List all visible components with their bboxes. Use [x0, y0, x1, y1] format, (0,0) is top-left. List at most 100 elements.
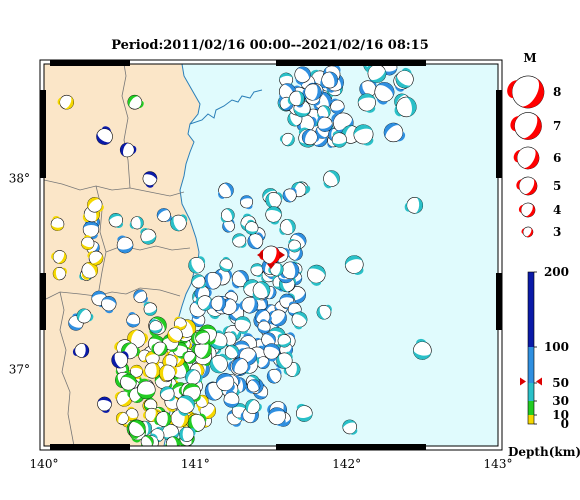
focal-mechanism	[357, 93, 376, 113]
frame-bar-bottom	[276, 444, 426, 450]
focal-mechanism	[231, 270, 249, 289]
focal-mechanism	[182, 350, 197, 364]
focal-mechanism	[276, 351, 293, 369]
highlight-arrow-icon	[279, 251, 285, 259]
focal-mechanism	[320, 71, 339, 89]
depth-tick-label: 10	[552, 408, 569, 422]
focal-mechanism	[245, 399, 262, 414]
focal-mechanism	[216, 373, 235, 392]
focal-mechanism	[394, 96, 417, 118]
focal-mechanism	[119, 142, 137, 158]
depth-tick-label: 100	[544, 340, 569, 354]
focal-mechanism	[263, 343, 280, 362]
magnitude-legend-ball	[510, 112, 542, 140]
focal-mechanism	[128, 419, 146, 439]
focal-mechanism	[234, 316, 251, 335]
focal-mechanism	[316, 304, 332, 320]
lon-tick-label: 140°	[30, 457, 59, 471]
frame-bar-top	[50, 60, 130, 66]
frame-bar-left	[40, 273, 46, 330]
focal-mechanism	[140, 227, 157, 245]
focal-mechanism	[266, 368, 282, 384]
focal-mechanism	[366, 64, 387, 83]
focal-mechanism	[219, 256, 233, 272]
focal-mechanism	[50, 216, 65, 231]
focal-mechanism	[307, 264, 326, 286]
focal-mechanism	[127, 94, 144, 110]
focal-mechanism	[116, 235, 134, 254]
focal-mechanism	[240, 195, 254, 210]
focal-mechanism	[342, 419, 358, 435]
focal-mechanism	[185, 369, 203, 385]
focal-mechanism	[167, 325, 183, 343]
focal-mechanism	[257, 319, 271, 334]
focal-mechanism	[294, 66, 311, 85]
focal-mechanism	[239, 296, 259, 314]
focal-mechanism	[126, 312, 141, 328]
focal-mechanism	[209, 295, 227, 312]
focal-mechanism	[101, 296, 117, 314]
focal-mechanism	[231, 357, 251, 375]
frame-bar-left	[40, 90, 46, 178]
focal-mechanism	[317, 116, 333, 132]
focal-mechanism	[159, 364, 178, 382]
lon-tick-label: 142°	[332, 457, 361, 471]
focal-mechanism	[247, 232, 264, 250]
highlight-arrow-icon	[267, 264, 275, 269]
focal-mechanism	[223, 390, 240, 408]
map-title: Period:2011/02/16 00:00--2021/02/16 08:1…	[111, 38, 429, 53]
magnitude-legend-ball	[518, 202, 536, 218]
focal-mechanism	[97, 396, 112, 413]
frame-outer	[39, 59, 503, 451]
focal-mechanism	[232, 233, 247, 248]
magnitude-legend-label: 3	[553, 225, 561, 239]
focal-mechanism	[255, 309, 272, 325]
focal-mechanism	[72, 343, 90, 358]
focal-mechanism	[115, 411, 131, 425]
focal-mechanism	[142, 171, 158, 188]
magnitude-legend-label: 6	[553, 151, 561, 165]
focal-mechanism	[151, 341, 168, 356]
focal-mechanism	[344, 255, 364, 275]
lat-tick-label: 37°	[9, 363, 30, 377]
depth-bar-outline	[527, 271, 535, 425]
lon-tick-label: 143°	[484, 457, 513, 471]
lat-tick-label: 38°	[9, 172, 30, 186]
highlight-arrow-icon	[257, 251, 263, 259]
focal-mechanism	[137, 378, 156, 400]
focal-mechanism	[404, 197, 424, 214]
focal-mechanism	[191, 341, 212, 359]
focal-mechanism	[331, 131, 347, 148]
focal-mechanism	[96, 126, 113, 145]
focal-mechanism	[287, 90, 305, 107]
focal-mechanism	[87, 250, 104, 266]
focal-mechanism	[170, 214, 188, 232]
focal-mechanism	[302, 83, 322, 101]
magnitude-legend-ball	[507, 75, 545, 109]
focal-mechanism	[51, 250, 67, 264]
focal-mechanism	[265, 206, 282, 225]
focal-mechanism	[288, 239, 301, 253]
depth-band	[528, 415, 534, 424]
focal-mechanism	[220, 208, 235, 223]
focal-mechanism	[353, 124, 374, 146]
depth-band	[528, 272, 534, 347]
magnitude-legend-label: 7	[553, 119, 561, 133]
focal-mechanism	[52, 267, 67, 281]
depth-tick-label: 200	[544, 265, 569, 279]
focal-mechanism	[209, 353, 228, 374]
focal-mechanism	[108, 213, 123, 229]
focal-mechanism	[277, 333, 292, 348]
focal-mechanism	[282, 187, 297, 203]
map-frame	[43, 63, 499, 447]
focal-mechanism	[130, 364, 143, 379]
focal-mechanism	[191, 274, 207, 289]
focal-mechanism	[81, 235, 95, 250]
focal-mechanism	[224, 344, 240, 361]
focal-mechanism	[247, 379, 261, 394]
focal-mechanism	[301, 129, 320, 146]
depth-tick-label: 0	[561, 417, 569, 431]
focal-mechanism	[176, 395, 195, 416]
focal-mechanism	[252, 281, 271, 301]
